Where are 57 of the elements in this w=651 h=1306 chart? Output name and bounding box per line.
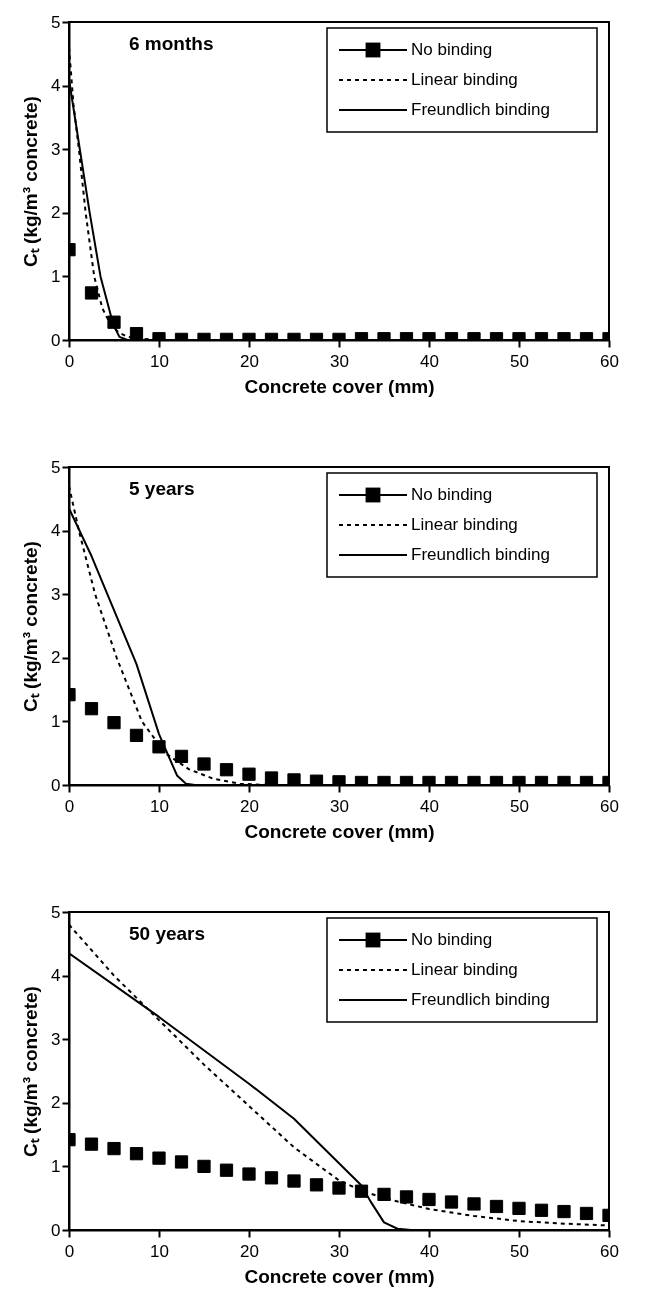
y-tick-label: 4 <box>51 966 61 986</box>
x-tick-label: 40 <box>420 1241 439 1261</box>
y-tick-label: 3 <box>51 584 61 604</box>
y-tick-label: 3 <box>51 139 61 159</box>
x-tick-label: 0 <box>64 796 75 816</box>
x-tick-label: 0 <box>64 351 75 371</box>
legend-label: Linear binding <box>411 515 518 534</box>
x-tick-label: 50 <box>510 351 529 371</box>
text: 50 years <box>129 923 206 944</box>
x-axis-title: Concrete cover (mm) <box>244 375 435 397</box>
x-axis-title: Concrete cover (mm) <box>244 1265 435 1287</box>
y-tick-label: 5 <box>51 902 61 922</box>
x-tick-label: 50 <box>510 796 529 816</box>
y-tick-label: 1 <box>51 711 61 731</box>
x-tick-label: 50 <box>510 1241 529 1261</box>
text: 5 years <box>129 478 195 499</box>
y-tick-label: 3 <box>51 1029 61 1049</box>
y-tick-label: 5 <box>51 12 61 32</box>
y-tick-label: 4 <box>51 521 61 541</box>
legend-label: Freundlich binding <box>411 100 550 119</box>
x-tick-label: 10 <box>150 796 169 816</box>
legend-label: Linear binding <box>411 70 518 89</box>
y-axis-title: Cₜ (kg/m³ concrete) <box>20 541 42 712</box>
x-tick-label: 20 <box>240 796 259 816</box>
x-tick-label: 60 <box>600 1241 619 1261</box>
x-tick-label: 60 <box>600 351 619 371</box>
x-tick-label: 30 <box>330 1241 349 1261</box>
x-tick-label: 40 <box>420 796 439 816</box>
legend-label: No binding <box>411 930 493 949</box>
legend-label: Freundlich binding <box>411 545 550 564</box>
y-tick-label: 2 <box>51 648 61 668</box>
x-tick-label: 30 <box>330 351 349 371</box>
y-tick-label: 5 <box>51 457 61 477</box>
x-tick-label: 10 <box>150 1241 169 1261</box>
y-tick-label: 0 <box>51 1220 61 1240</box>
text: 6 months <box>129 33 214 54</box>
x-tick-label: 30 <box>330 796 349 816</box>
x-axis-title: Concrete cover (mm) <box>244 820 435 842</box>
x-tick-label: 0 <box>64 1241 75 1261</box>
y-axis-title: Cₜ (kg/m³ concrete) <box>20 986 42 1157</box>
legend-label: No binding <box>411 40 493 59</box>
y-axis-title: Cₜ (kg/m³ concrete) <box>20 96 42 267</box>
x-tick-label: 20 <box>240 351 259 371</box>
y-tick-label: 1 <box>51 266 61 286</box>
y-tick-label: 0 <box>51 330 61 350</box>
y-tick-label: 0 <box>51 775 61 795</box>
x-tick-label: 40 <box>420 351 439 371</box>
y-tick-label: 1 <box>51 1156 61 1176</box>
legend-label: No binding <box>411 485 493 504</box>
x-tick-label: 20 <box>240 1241 259 1261</box>
x-tick-label: 10 <box>150 351 169 371</box>
y-tick-label: 2 <box>51 203 61 223</box>
x-tick-label: 60 <box>600 796 619 816</box>
legend-label: Linear binding <box>411 960 518 979</box>
legend-label: Freundlich binding <box>411 990 550 1009</box>
y-tick-label: 2 <box>51 1093 61 1113</box>
y-tick-label: 4 <box>51 76 61 96</box>
